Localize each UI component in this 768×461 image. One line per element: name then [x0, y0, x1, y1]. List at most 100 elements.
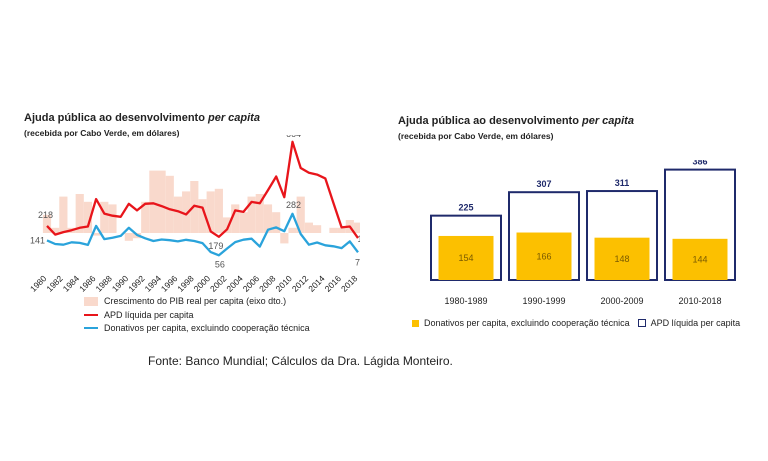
gdp-bar	[214, 188, 223, 233]
line-data-label: 153	[357, 234, 360, 244]
line-data-label: 141	[30, 235, 45, 245]
donativos-value-label: 144	[692, 254, 707, 264]
left-title-plain: Ajuda pública ao desenvolvimento	[24, 112, 208, 124]
gdp-bar	[165, 175, 174, 233]
gdp-bar	[280, 233, 289, 244]
gdp-bar	[353, 222, 360, 233]
line-data-label: 179	[208, 241, 223, 251]
donativos-value-label: 154	[458, 253, 473, 263]
line-data-label: 218	[38, 210, 53, 220]
apd-outline-swatch	[637, 319, 646, 327]
gdp-bar	[288, 227, 297, 233]
x-tick-label: 1998	[175, 273, 196, 294]
gdp-bar	[222, 217, 232, 233]
legend-bar-apd-label: APD líquida per capita	[650, 318, 741, 328]
x-tick-label: 1994	[143, 273, 164, 294]
left-line-chart: 2181411795666428215378198019821984198619…	[28, 135, 360, 294]
right-chart-subtitle: (recebida por Cabo Verde, em dólares)	[398, 131, 554, 141]
legend-donativos-label: Donativos per capita, excluindo cooperaç…	[104, 323, 310, 333]
x-tick-label: 1982	[44, 273, 65, 294]
gdp-bar	[337, 227, 346, 233]
source-note: Fonte: Banco Mundial; Cálculos da Dra. L…	[148, 354, 453, 368]
apd-value-label: 386	[692, 160, 707, 167]
gdp-bar	[100, 201, 109, 233]
gdp-bar	[59, 196, 68, 233]
gdp-bar	[157, 170, 166, 233]
x-tick-label: 2006	[241, 273, 262, 294]
category-label: 2000-2009	[600, 296, 643, 306]
line-data-label: 664	[286, 135, 301, 139]
x-tick-label: 2016	[323, 273, 344, 294]
x-tick-label: 2018	[339, 273, 360, 294]
left-legend-donativos: Donativos per capita, excluindo cooperaç…	[84, 323, 310, 333]
x-tick-label: 1986	[77, 273, 98, 294]
x-tick-label: 1980	[28, 273, 49, 294]
apd-value-label: 307	[536, 179, 551, 189]
gdp-bar	[141, 201, 150, 233]
left-chart-title: Ajuda pública ao desenvolvimento per cap…	[24, 112, 260, 124]
donativos-bar	[438, 235, 494, 280]
right-title-plain: Ajuda pública ao desenvolvimento	[398, 115, 582, 127]
left-legend-apd: APD líquida per capita	[84, 310, 194, 320]
right-title-italic: per capita	[581, 115, 634, 127]
x-tick-label: 2012	[290, 273, 311, 294]
gdp-swatch	[84, 296, 98, 306]
gdp-bar	[304, 222, 313, 233]
x-tick-label: 1984	[61, 273, 82, 294]
right-bar-chart: 225 154 1980-1989 307 166 1990-1999 311 148 2000…	[430, 160, 736, 306]
donativos-bar	[516, 232, 572, 280]
x-tick-label: 2010	[273, 273, 294, 294]
gdp-bar	[206, 191, 215, 233]
donativos-bar	[594, 237, 650, 280]
x-tick-label: 1992	[126, 273, 147, 294]
gdp-bar	[255, 194, 264, 233]
gdp-bar	[247, 196, 256, 233]
apd-value-label: 225	[458, 203, 473, 213]
gdp-bar	[312, 225, 322, 233]
donativos-swatch	[84, 326, 98, 330]
left-title-italic: per capita	[207, 112, 260, 124]
gdp-bar	[51, 227, 60, 233]
line-data-label: 56	[215, 259, 225, 269]
gdp-bar	[182, 191, 191, 233]
left-legend-gdp: Crescimento do PIB real per capita (eixo…	[84, 296, 286, 306]
category-label: 1990-1999	[522, 296, 565, 306]
x-tick-label: 2004	[224, 273, 245, 294]
donativos-line	[46, 212, 359, 257]
x-tick-label: 2000	[192, 273, 213, 294]
x-tick-label: 2002	[208, 273, 229, 294]
legend-gdp-label: Crescimento do PIB real per capita (eixo…	[104, 296, 287, 306]
gdp-bar	[42, 214, 52, 233]
gdp-bar	[149, 170, 158, 233]
line-data-label: 282	[286, 200, 301, 210]
line-data-label: 78	[355, 257, 360, 267]
gdp-bar	[329, 227, 338, 233]
x-tick-label: 1988	[93, 273, 114, 294]
gdp-bar	[239, 212, 248, 233]
category-label: 2010-2018	[678, 296, 721, 306]
gdp-bar	[173, 196, 183, 233]
gdp-bar	[263, 204, 273, 233]
donativos-fill-swatch	[412, 319, 419, 327]
apd-line	[46, 140, 359, 239]
left-chart-subtitle: (recebida por Cabo Verde, em dólares)	[24, 128, 180, 138]
gdp-bar	[83, 201, 93, 233]
x-tick-label: 1996	[159, 273, 180, 294]
gdp-bar	[296, 196, 305, 233]
x-tick-label: 2008	[257, 273, 278, 294]
donativos-value-label: 148	[614, 254, 629, 264]
right-legend: Donativos per capita, excluindo cooperaç…	[412, 318, 740, 328]
legend-bar-donativos-label: Donativos per capita, excluindo cooperaç…	[424, 318, 630, 328]
x-tick-label: 2014	[306, 273, 327, 294]
gdp-bar	[108, 204, 117, 233]
x-tick-label: 1990	[110, 273, 131, 294]
gdp-bar	[231, 204, 240, 233]
legend-apd-label: APD líquida per capita	[104, 310, 194, 320]
gdp-bar	[75, 194, 84, 233]
right-chart-title: Ajuda pública ao desenvolvimento per cap…	[398, 115, 634, 127]
gdp-bar	[92, 233, 101, 236]
donativos-bar	[672, 238, 728, 280]
gdp-bar	[124, 233, 133, 241]
gdp-bar	[198, 199, 207, 233]
donativos-value-label: 166	[536, 251, 551, 261]
